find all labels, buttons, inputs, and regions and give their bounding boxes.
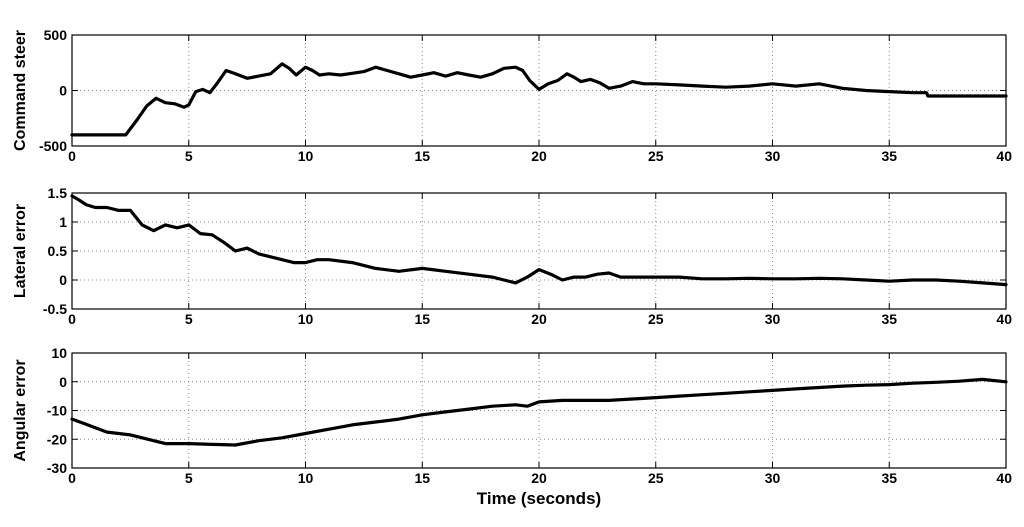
x-tick-label: 20 xyxy=(531,148,547,164)
series-line xyxy=(70,194,1008,287)
y-tick-label: 500 xyxy=(44,27,68,43)
x-tick-label: 30 xyxy=(765,311,781,327)
x-tick-label: 35 xyxy=(881,148,897,164)
y-tick-label: 1.5 xyxy=(48,185,68,201)
y-tick-label: -30 xyxy=(47,460,67,476)
x-tick-label: 15 xyxy=(414,311,430,327)
x-tick-label: 5 xyxy=(185,311,193,327)
x-tick-label: 25 xyxy=(648,148,664,164)
y-tick-label: -500 xyxy=(39,138,67,154)
x-tick-label: 10 xyxy=(298,311,314,327)
y-axis-label: Command steer xyxy=(12,30,29,151)
x-tick-label: 25 xyxy=(648,470,664,486)
y-tick-label: 0 xyxy=(59,83,67,99)
y-tick-label: 1 xyxy=(59,214,67,230)
x-tick-label: 30 xyxy=(765,470,781,486)
y-tick-label: 10 xyxy=(51,345,67,361)
y-tick-label: 0 xyxy=(59,374,67,390)
x-axis-label: Time (seconds) xyxy=(477,489,601,508)
y-tick-label: 0.5 xyxy=(48,243,68,259)
x-tick-label: 0 xyxy=(68,148,76,164)
x-tick-label: 10 xyxy=(298,148,314,164)
x-tick-label: 40 xyxy=(996,470,1012,486)
y-axis-label: Angular error xyxy=(12,359,29,461)
y-tick-label: -0.5 xyxy=(43,301,67,317)
series-line xyxy=(70,377,1008,447)
x-tick-label: 20 xyxy=(531,311,547,327)
x-tick-label: 40 xyxy=(996,311,1012,327)
x-tick-label: 25 xyxy=(648,311,664,327)
x-tick-label: 0 xyxy=(68,470,76,486)
panel-3: 0 5 10 15 20 25 30 35 40 10 0 -10 -20 -30 Angular erro… xyxy=(12,345,1012,508)
x-tick-label: 0 xyxy=(68,311,76,327)
x-tick-label: 10 xyxy=(298,470,314,486)
x-tick-label: 5 xyxy=(185,148,193,164)
y-tick-label: -10 xyxy=(47,403,67,419)
y-tick-label: 0 xyxy=(59,272,67,288)
y-tick-label: -20 xyxy=(47,431,67,447)
x-tick-label: 5 xyxy=(185,470,193,486)
x-tick-label: 15 xyxy=(414,148,430,164)
x-tick-label: 15 xyxy=(414,470,430,486)
y-axis-label: Lateral error xyxy=(12,204,29,298)
x-tick-label: 20 xyxy=(531,470,547,486)
x-tick-label: 40 xyxy=(996,148,1012,164)
x-tick-label: 35 xyxy=(881,311,897,327)
x-tick-label: 30 xyxy=(765,148,781,164)
series-line xyxy=(70,62,1008,137)
x-tick-label: 35 xyxy=(881,470,897,486)
